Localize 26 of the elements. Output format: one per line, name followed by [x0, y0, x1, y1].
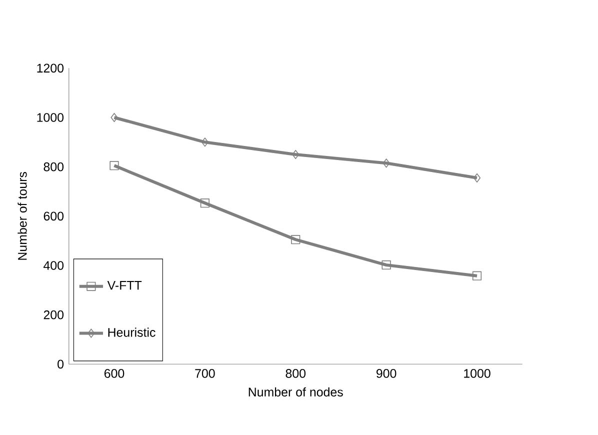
x-tick-label: 900	[376, 369, 396, 378]
y-tick-label: 400	[44, 261, 64, 270]
point	[201, 138, 208, 147]
y-tick-label: 200	[44, 310, 64, 320]
legend-label: Heuristic	[108, 328, 156, 337]
x-tick-label: 600	[104, 369, 124, 378]
point	[382, 260, 391, 270]
y-tick-label: 600	[44, 212, 64, 221]
legend-label: V-FTT	[107, 281, 142, 290]
point	[292, 150, 300, 160]
point	[200, 198, 210, 208]
x-tick-label: 1000	[464, 369, 490, 378]
point	[291, 235, 300, 244]
y-tick-label: 1200	[37, 64, 64, 73]
y-tick-label: 1000	[37, 113, 64, 122]
y-tick-label: 800	[44, 162, 64, 172]
y-tick-label: 0	[58, 360, 64, 369]
point	[110, 161, 119, 170]
y-axis-title: Number of tours	[18, 172, 27, 260]
x-tick-label: 800	[286, 369, 306, 378]
point	[473, 173, 481, 182]
point	[110, 112, 118, 122]
point	[472, 271, 482, 280]
point	[382, 158, 390, 168]
x-axis-title: Number of nodes	[248, 387, 343, 397]
x-tick-label: 700	[195, 369, 215, 378]
